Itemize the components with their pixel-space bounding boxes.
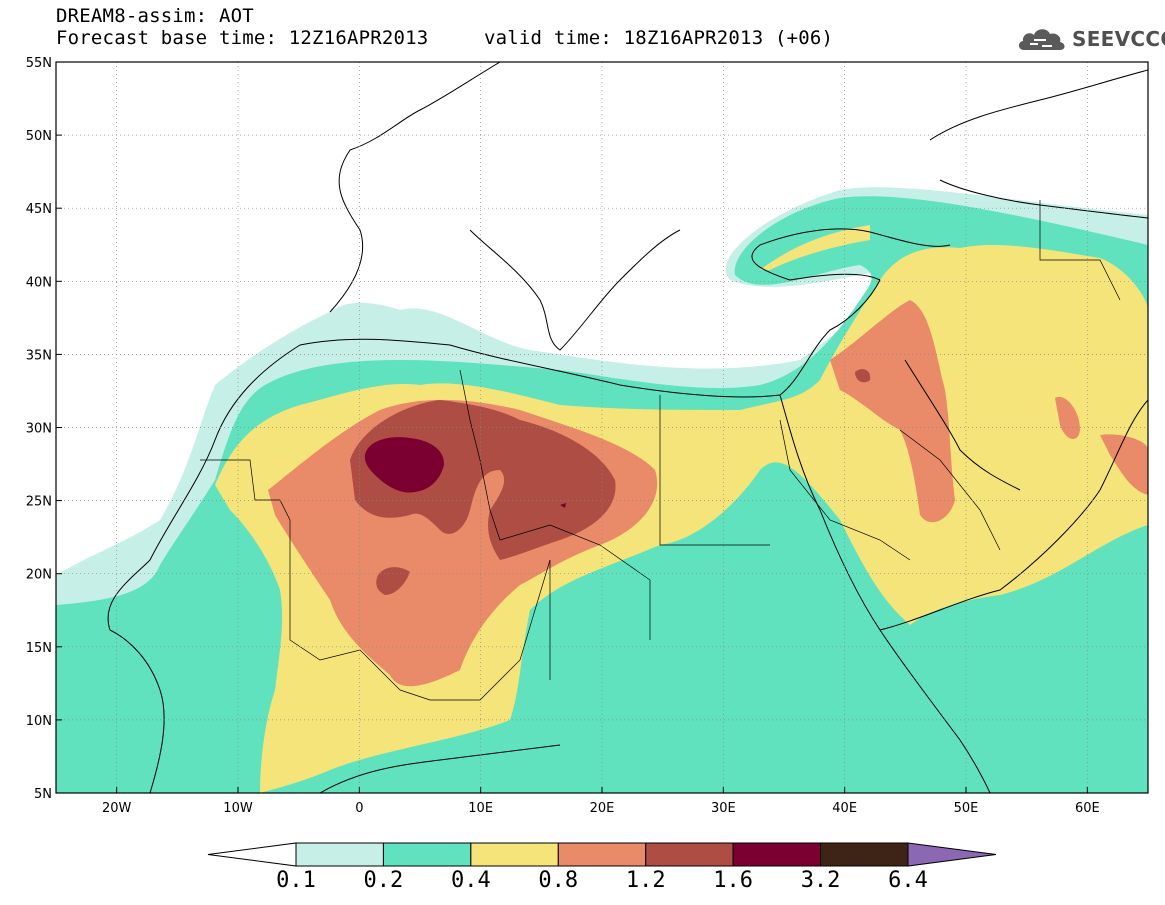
forecast-time-line: Forecast base time: 12Z16APR2013 valid ti…	[56, 27, 833, 49]
lat-tick-label: 5N	[34, 787, 52, 802]
colorbar-extend-low	[207, 842, 297, 867]
logo-text: SEEVCCC	[1072, 27, 1165, 51]
cloud-icon	[1018, 29, 1065, 50]
latitude-axis: 55N 50N 45N 40N 35N 30N 25N 20N 15N 10N 5N	[26, 56, 62, 802]
lon-tick-label: 60E	[1075, 801, 1100, 816]
coastlines	[107, 62, 1148, 793]
colorbar-swatch	[645, 842, 734, 867]
country-borders	[200, 200, 1121, 701]
colorbar-swatch	[557, 842, 647, 867]
colorbar-swatch	[732, 842, 822, 867]
colorbar-level-label: 0.2	[363, 868, 404, 893]
lat-tick-label: 20N	[26, 568, 52, 583]
colorbar-level-label: 0.1	[276, 868, 316, 893]
aot-level-1.6	[364, 437, 566, 508]
lat-tick-label: 25N	[26, 495, 52, 510]
colorbar-swatch	[820, 842, 909, 867]
colorbar-level-label: 3.2	[800, 868, 841, 893]
colorbar-swatch	[295, 842, 384, 867]
lon-tick-label: 50E	[954, 801, 979, 816]
lat-tick-label: 35N	[26, 348, 52, 363]
lat-tick-label: 15N	[26, 641, 52, 656]
colorbar-swatch	[470, 842, 559, 867]
colorbar-level-label: 1.6	[713, 868, 754, 893]
colorbar-extend-high	[907, 842, 997, 867]
longitude-axis: 20W 10W 0 10E 20E 30E 40E 50E 60E	[102, 787, 1100, 816]
lon-tick-label: 10W	[223, 801, 253, 816]
colorbar-level-label: 0.8	[538, 868, 579, 893]
colorbar-swatch	[382, 842, 472, 867]
lon-tick-label: 40E	[832, 801, 857, 816]
lat-tick-label: 55N	[26, 56, 52, 71]
map-title: DREAM8-assim: AOT	[56, 5, 254, 27]
colorbar-level-label: 0.4	[450, 868, 491, 893]
valid-time-label: valid time: 18Z16APR2013 (+06)	[484, 27, 834, 49]
aot-field	[56, 62, 1148, 793]
lon-tick-label: 10E	[468, 801, 493, 816]
colorbar-level-label: 6.4	[888, 868, 928, 893]
colorbar-level-label: 1.2	[625, 868, 666, 893]
base-time-label: Forecast base time: 12Z16APR2013	[56, 27, 429, 49]
lat-tick-label: 30N	[26, 422, 52, 437]
lat-tick-label: 45N	[26, 202, 52, 217]
lon-tick-label: 20W	[102, 801, 132, 816]
seevccc-logo: SEEVCCC	[1016, 24, 1165, 54]
colorbar	[207, 842, 997, 867]
lon-tick-label: 30E	[711, 801, 736, 816]
lon-tick-label: 20E	[590, 801, 615, 816]
lat-tick-label: 40N	[26, 275, 52, 290]
lat-tick-label: 10N	[26, 714, 52, 729]
lon-tick-label: 0	[355, 801, 363, 816]
lat-tick-label: 50N	[26, 129, 52, 144]
